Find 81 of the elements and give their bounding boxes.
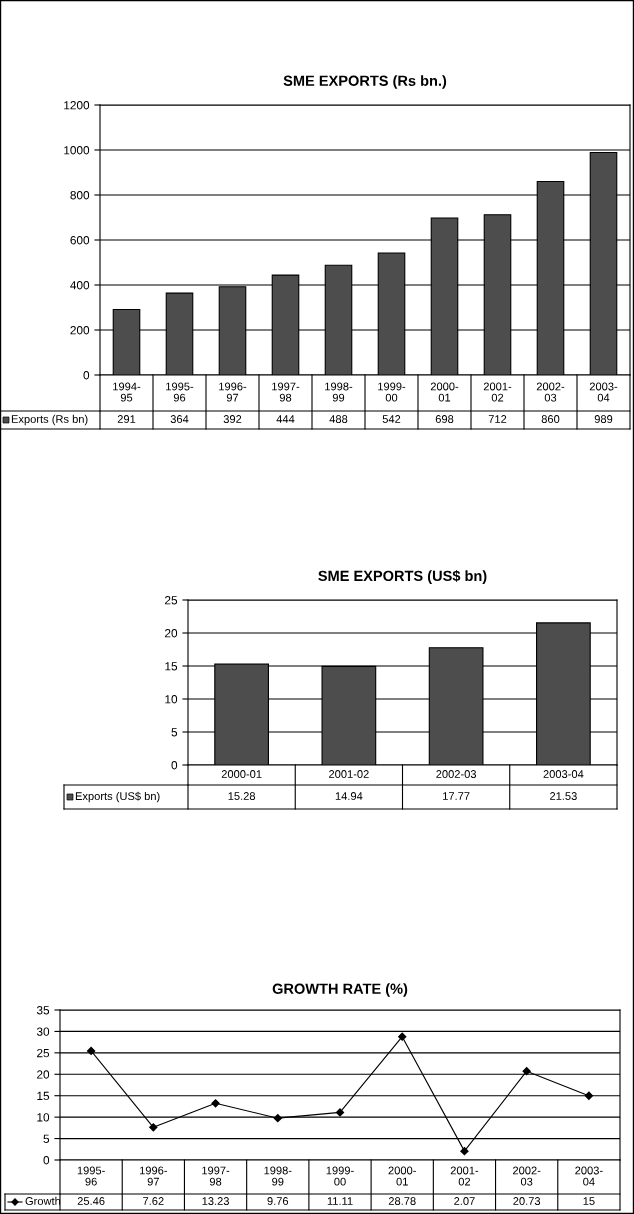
- x-tick-label: 2002-03: [436, 770, 477, 778]
- data-label: 28.78: [388, 1197, 416, 1205]
- x-tick-label: 2003-04: [543, 770, 584, 778]
- x-tick-label: 2001-02: [329, 770, 369, 778]
- data-label: 17.77: [443, 792, 470, 800]
- y-tick-label: 15: [37, 1091, 50, 1101]
- data-label: 2.07: [454, 1197, 475, 1205]
- y-tick-label: 25: [165, 596, 178, 605]
- data-label: 444: [276, 415, 295, 423]
- data-label: 712: [488, 415, 507, 423]
- legend-label: Exports (Rs bn): [11, 414, 88, 426]
- x-tick-label: 2003-04: [589, 382, 618, 402]
- data-label: 698: [435, 415, 454, 423]
- data-label: 15: [583, 1197, 595, 1205]
- x-tick-label: 2001-02: [450, 1166, 479, 1186]
- y-tick-label: 15: [165, 662, 178, 671]
- y-tick-label: 5: [171, 728, 178, 737]
- y-tick-label: 10: [37, 1113, 50, 1122]
- x-tick-label: 1996-97: [219, 382, 247, 402]
- y-tick-label: 5: [43, 1134, 50, 1143]
- y-tick-label: 35: [36, 1006, 50, 1015]
- x-tick-label: 1997-98: [272, 382, 300, 402]
- chart-title: GROWTH RATE (%): [272, 983, 408, 997]
- x-tick-label: 1996-97: [139, 1166, 168, 1186]
- x-tick-label: 2002-03: [513, 1166, 541, 1186]
- data-label: 488: [329, 415, 348, 423]
- y-tick-label: 1000: [64, 146, 90, 155]
- y-tick-label: 0: [171, 761, 178, 770]
- data-label: 14.94: [335, 792, 363, 800]
- legend-label: Exports (US$ bn): [75, 791, 160, 803]
- x-tick-label: 2002-03: [536, 382, 565, 402]
- x-tick-label: 2000-01: [430, 382, 459, 402]
- data-label: 291: [117, 415, 136, 423]
- x-tick-label: 1999-00: [378, 382, 406, 402]
- point: [149, 1123, 158, 1132]
- chart-title: SME EXPORTS (US$ bn): [318, 570, 487, 584]
- data-label: 364: [170, 415, 189, 423]
- data-label: 11.11: [327, 1197, 353, 1205]
- point: [460, 1146, 469, 1156]
- y-tick-label: 200: [70, 326, 90, 335]
- data-label: 9.76: [267, 1197, 289, 1205]
- data-label: 21.53: [550, 792, 577, 800]
- data-label: 989: [594, 415, 613, 423]
- point: [398, 1032, 407, 1041]
- point: [86, 1046, 96, 1056]
- x-tick-label: 1997-98: [202, 1166, 230, 1186]
- data-label: 15.28: [228, 792, 256, 800]
- y-tick-label: 0: [43, 1156, 50, 1165]
- x-tick-label: 1995-96: [77, 1166, 105, 1186]
- y-tick-label: 0: [83, 371, 90, 380]
- data-label: 13.23: [202, 1197, 229, 1205]
- y-tick-label: 400: [70, 281, 90, 290]
- data-label: 7.62: [143, 1197, 164, 1205]
- data-label: 392: [223, 415, 242, 423]
- point: [335, 1108, 345, 1117]
- x-tick-label: 1995-96: [166, 382, 194, 402]
- x-tick-label: 2000-01: [388, 1166, 416, 1186]
- point: [522, 1067, 531, 1076]
- data-label: 20.73: [513, 1197, 541, 1205]
- x-tick-label: 2003-04: [575, 1166, 603, 1186]
- x-tick-label: 1994-95: [113, 382, 141, 402]
- x-tick-label: 2000-01: [221, 770, 262, 778]
- point: [584, 1091, 594, 1100]
- data-label: 542: [382, 415, 401, 423]
- y-tick-label: 1200: [64, 101, 90, 110]
- data-label: 860: [541, 415, 560, 423]
- y-tick-label: 25: [37, 1048, 50, 1058]
- point: [273, 1114, 282, 1123]
- x-tick-label: 1998-99: [264, 1166, 292, 1186]
- y-tick-label: 600: [70, 236, 90, 245]
- data-label: 25.46: [77, 1197, 105, 1205]
- x-tick-label: 1999-00: [326, 1166, 354, 1186]
- x-tick-label: 1998-99: [325, 382, 353, 402]
- y-tick-label: 10: [165, 695, 178, 704]
- y-tick-label: 20: [165, 629, 178, 638]
- point: [211, 1099, 220, 1108]
- y-tick-label: 800: [70, 191, 90, 200]
- chart-title: SME EXPORTS (Rs bn.): [283, 75, 447, 89]
- y-tick-label: 20: [37, 1070, 50, 1079]
- x-tick-label: 2001-02: [483, 382, 512, 402]
- y-tick-label: 30: [36, 1027, 50, 1036]
